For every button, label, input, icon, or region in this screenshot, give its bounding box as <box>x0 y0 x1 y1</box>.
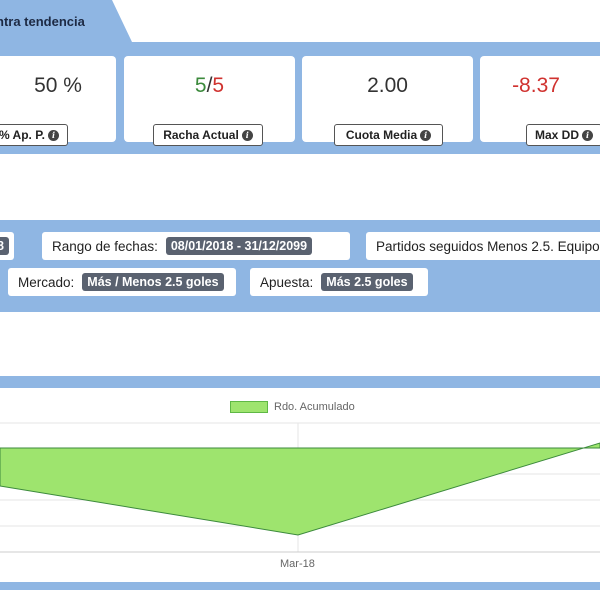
stat-label-racha: Racha Actual <box>163 128 239 142</box>
legend-swatch <box>230 401 268 413</box>
tab-title: ntra tendencia <box>0 14 85 29</box>
filters-band: 8 Rango de fechas: 08/01/2018 - 31/12/20… <box>0 220 600 312</box>
stat-button-racha[interactable]: Racha Actual i <box>153 124 263 146</box>
info-icon: i <box>241 129 253 141</box>
stat-value-cuota: 2.00 <box>367 74 408 97</box>
info-icon: i <box>420 129 432 141</box>
stat-card-ap: 50 % % Ap. P. i <box>0 56 116 146</box>
info-icon: i <box>48 129 59 141</box>
filter-value-partial: 8 <box>0 237 9 255</box>
stat-value-racha: 5/5 <box>124 74 295 98</box>
racha-sep: / <box>206 74 213 97</box>
stat-label-ap: % Ap. P. <box>0 128 45 142</box>
stat-label-maxdd: Max DD <box>534 128 579 142</box>
area-series-cumulative <box>0 442 600 536</box>
filter-chip-mercado[interactable]: Mercado: Más / Menos 2.5 goles <box>8 268 236 296</box>
tab-shape <box>0 0 132 42</box>
filter-value-mercado: Más / Menos 2.5 goles <box>82 273 224 291</box>
chart-footer-band <box>0 582 600 590</box>
legend-label: Rdo. Acumulado <box>274 401 355 413</box>
tab-header[interactable]: ntra tendencia <box>0 0 132 42</box>
x-tick-label: Mar-18 <box>280 558 315 570</box>
filter-label-partidos: Partidos seguidos Menos 2.5. Equipo <box>376 238 600 254</box>
stat-button-maxdd[interactable]: Max DD i <box>526 124 600 146</box>
stat-card-cuota: 2.00 Cuota Media i <box>302 56 473 146</box>
info-icon: i <box>582 129 593 141</box>
stat-button-ap[interactable]: % Ap. P. i <box>0 124 68 146</box>
stat-label-cuota: Cuota Media <box>345 128 418 142</box>
filter-chip-partial[interactable]: 8 <box>0 232 14 260</box>
stat-value-maxdd: -8.37 <box>512 74 560 97</box>
chart-panel: Rdo. Acumulado Mar-18 <box>0 388 600 582</box>
filter-chip-date-range[interactable]: Rango de fechas: 08/01/2018 - 31/12/2099 <box>42 232 350 260</box>
filter-value-apuesta: Más 2.5 goles <box>321 273 413 291</box>
filter-chip-apuesta[interactable]: Apuesta: Más 2.5 goles <box>250 268 428 296</box>
filter-value-date-range: 08/01/2018 - 31/12/2099 <box>165 237 313 255</box>
filter-label-date-range: Rango de fechas: <box>52 238 158 254</box>
chart-legend[interactable]: Rdo. Acumulado <box>230 401 355 413</box>
stat-button-cuota[interactable]: Cuota Media i <box>334 124 443 146</box>
stat-card-racha: 5/5 Racha Actual i <box>124 56 295 146</box>
racha-current: 5 <box>194 74 207 97</box>
filter-label-apuesta: Apuesta: <box>260 274 314 290</box>
stat-value-ap: 50 % <box>34 74 82 97</box>
stats-band: 50 % % Ap. P. i 5/5 Racha Actual i 2.00 … <box>0 42 600 154</box>
filter-chip-partidos[interactable]: Partidos seguidos Menos 2.5. Equipo <box>366 232 600 260</box>
stat-card-maxdd: -8.37 Max DD i <box>480 56 600 146</box>
filter-label-mercado: Mercado: <box>18 274 75 290</box>
chart-svg <box>0 422 600 553</box>
racha-total: 5 <box>212 74 225 97</box>
chart-header-band <box>0 376 600 388</box>
